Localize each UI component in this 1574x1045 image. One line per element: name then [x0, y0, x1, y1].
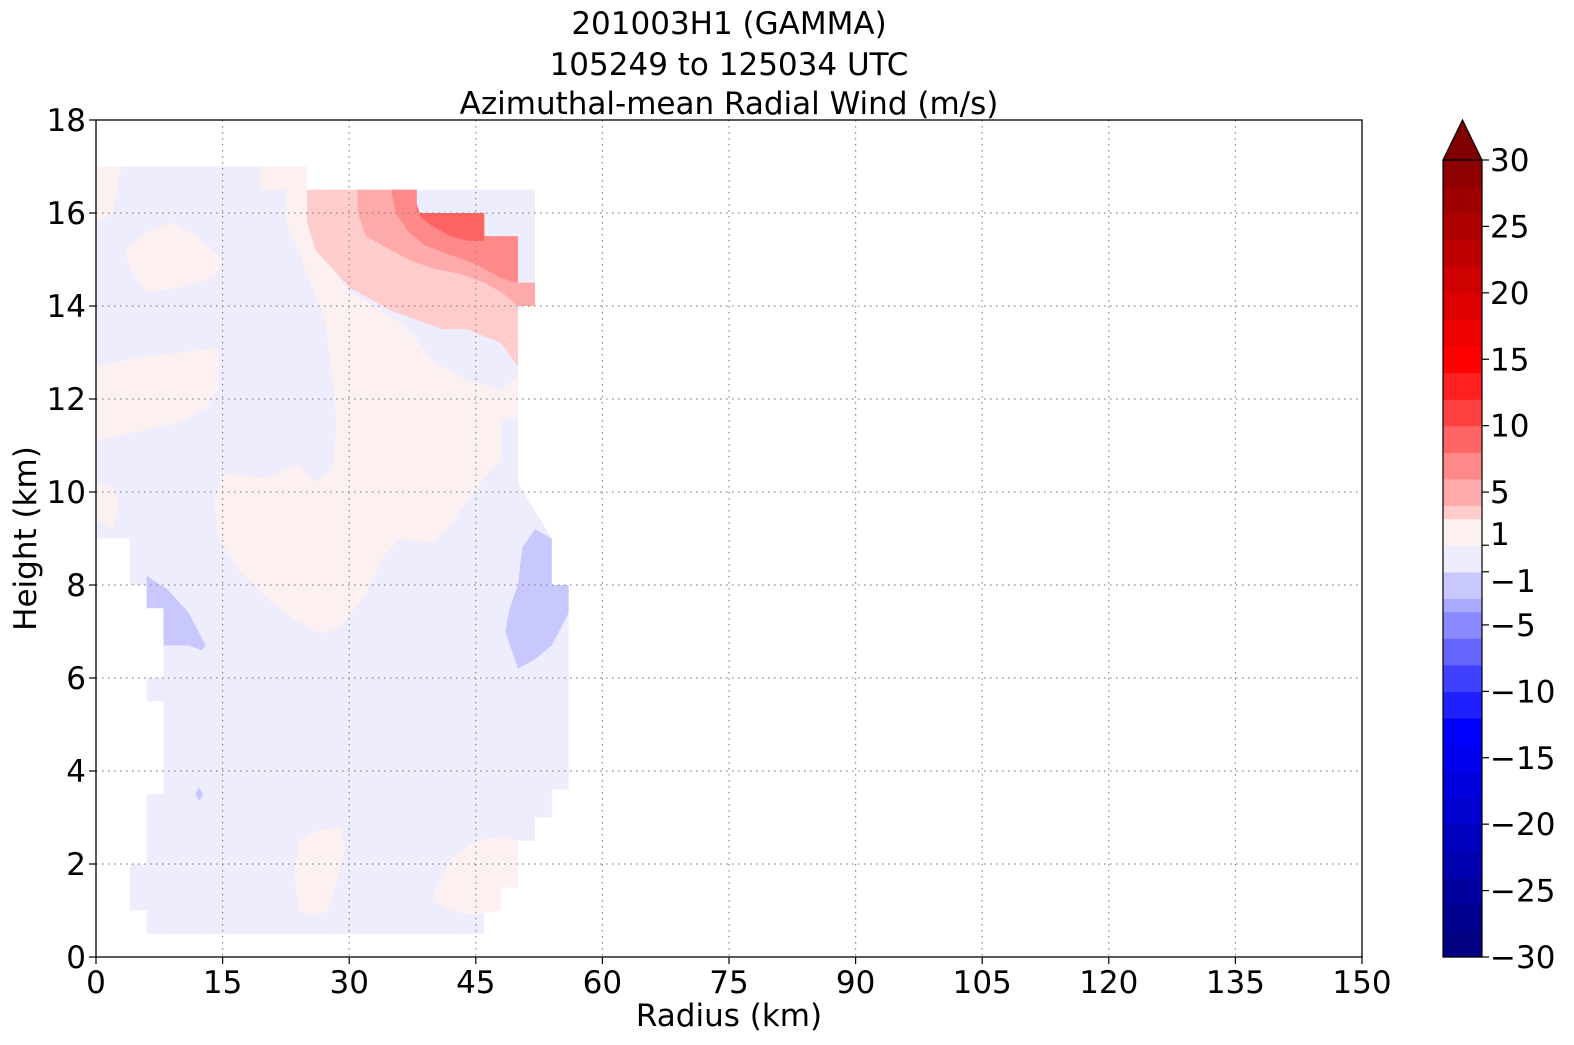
colorbar-bin-21: [1443, 399, 1482, 427]
colorbar-bin-3: [1443, 850, 1482, 878]
colorbar-bin-0: [1443, 930, 1482, 958]
contour-region-3: [96, 347, 219, 441]
colorbar-tick-label: −5: [1490, 608, 1536, 644]
x-tick-label: 60: [583, 965, 622, 1001]
contour-region-7: [433, 836, 518, 916]
colorbar-bin-12: [1443, 611, 1482, 639]
x-tick-label: 30: [329, 965, 368, 1001]
colorbar-bin-24: [1443, 319, 1482, 347]
colorbar-tick-label: 30: [1490, 143, 1529, 179]
colorbar-tick-label: 5: [1490, 475, 1510, 511]
colorbar-bin-22: [1443, 372, 1482, 400]
colorbar-bin-6: [1443, 771, 1482, 799]
contour-region-13: [505, 529, 569, 669]
colorbar-bin-9: [1443, 691, 1482, 719]
y-axis: 0 2 4 6 8 10 12 14 16 18: [47, 103, 96, 976]
contour-regions: [96, 166, 569, 934]
colorbar-bin-4: [1443, 824, 1482, 852]
colorbar-tick-label: 25: [1490, 209, 1529, 245]
colorbar-bin-28: [1443, 213, 1482, 241]
contour-region-1: [96, 166, 122, 223]
colorbar-bin-8: [1443, 717, 1482, 746]
colorbar: 30 25 20 15 10 5 1 −1 −5 −10 −15 −20 −25 −30: [1442, 118, 1555, 976]
colorbar-bin-5: [1443, 797, 1482, 825]
colorbar-bin-29: [1443, 186, 1482, 214]
chart-title-line-1: 201003H1 (GAMMA): [571, 6, 886, 42]
colorbar-extend-arrow: [1442, 118, 1483, 161]
colorbar-bin-16: [1443, 518, 1482, 546]
contour-region-14: [195, 787, 204, 802]
colorbar-bin-30: [1443, 160, 1482, 188]
colorbar-tick-label: −1: [1490, 564, 1536, 600]
colorbar-tick-label: 20: [1490, 276, 1529, 312]
colorbar-bin-15: [1443, 545, 1482, 573]
colorbar-tick-label: −20: [1490, 807, 1555, 843]
x-tick-label: 45: [456, 965, 495, 1001]
colorbar-bin-25: [1443, 292, 1482, 320]
x-tick-label: 15: [203, 965, 242, 1001]
colorbar-bin-27: [1443, 239, 1482, 267]
y-tick-label: 0: [66, 940, 86, 976]
chart-title-line-3: Azimuthal-mean Radial Wind (m/s): [460, 86, 999, 122]
colorbar-tick-label: −15: [1490, 741, 1555, 777]
x-axis-title: Radius (km): [636, 998, 822, 1034]
contour-region-12: [146, 575, 206, 651]
y-tick-label: 4: [66, 754, 86, 790]
colorbar-bin-18: [1443, 478, 1482, 506]
y-tick-label: 10: [47, 475, 86, 511]
y-tick-label: 14: [47, 289, 86, 325]
colorbar-bin-26: [1443, 266, 1482, 294]
colorbar-bin-10: [1443, 664, 1482, 692]
x-tick-label: 135: [1206, 965, 1265, 1001]
y-tick-label: 2: [66, 847, 86, 883]
colorbar-bin-23: [1443, 345, 1482, 374]
y-axis-title: Height (km): [8, 446, 44, 631]
colorbar-bin-11: [1443, 638, 1482, 666]
x-axis: 0 15 30 45 60 75 90 105 120 135 150: [86, 957, 1392, 1001]
colorbar-bin-13: [1443, 598, 1482, 613]
x-tick-label: 150: [1332, 965, 1391, 1001]
colorbar-bin-7: [1443, 744, 1482, 772]
contour-region-5: [214, 166, 518, 634]
colorbar-tick-label: −10: [1490, 674, 1555, 710]
y-tick-label: 18: [47, 103, 86, 139]
y-tick-label: 12: [47, 382, 86, 418]
chart-title: 201003H1 (GAMMA) 105249 to 125034 UTC Az…: [460, 6, 999, 122]
x-tick-label: 75: [709, 965, 748, 1001]
chart-title-line-2: 105249 to 125034 UTC: [550, 47, 909, 83]
x-tick-label: 105: [953, 965, 1012, 1001]
contour-region-11: [416, 203, 485, 241]
colorbar-bin-20: [1443, 425, 1482, 453]
colorbar-bin-1: [1443, 903, 1482, 932]
contour-region-6: [294, 826, 345, 916]
x-tick-label: 90: [836, 965, 875, 1001]
colorbar-frame: [1442, 159, 1483, 958]
colorbar-bin-19: [1443, 452, 1482, 480]
colorbar-tick-label: 1: [1490, 517, 1510, 553]
colorbar-bin-17: [1443, 505, 1482, 520]
colorbar-tick-label: −30: [1490, 940, 1555, 976]
x-tick-label: 120: [1079, 965, 1138, 1001]
colorbar-bin-14: [1443, 571, 1482, 599]
y-tick-label: 6: [66, 661, 86, 697]
colorbar-tick-label: −25: [1490, 874, 1555, 910]
y-tick-label: 8: [66, 568, 86, 604]
colorbar-bin-2: [1443, 877, 1482, 905]
y-tick-label: 16: [47, 196, 86, 232]
x-tick-label: 0: [86, 965, 106, 1001]
colorbar-tick-label: 15: [1490, 342, 1529, 378]
contour-region-2: [125, 222, 223, 292]
contour-region-4: [96, 482, 120, 530]
colorbar-tick-label: 10: [1490, 409, 1529, 445]
grid-lines: [96, 120, 1362, 957]
